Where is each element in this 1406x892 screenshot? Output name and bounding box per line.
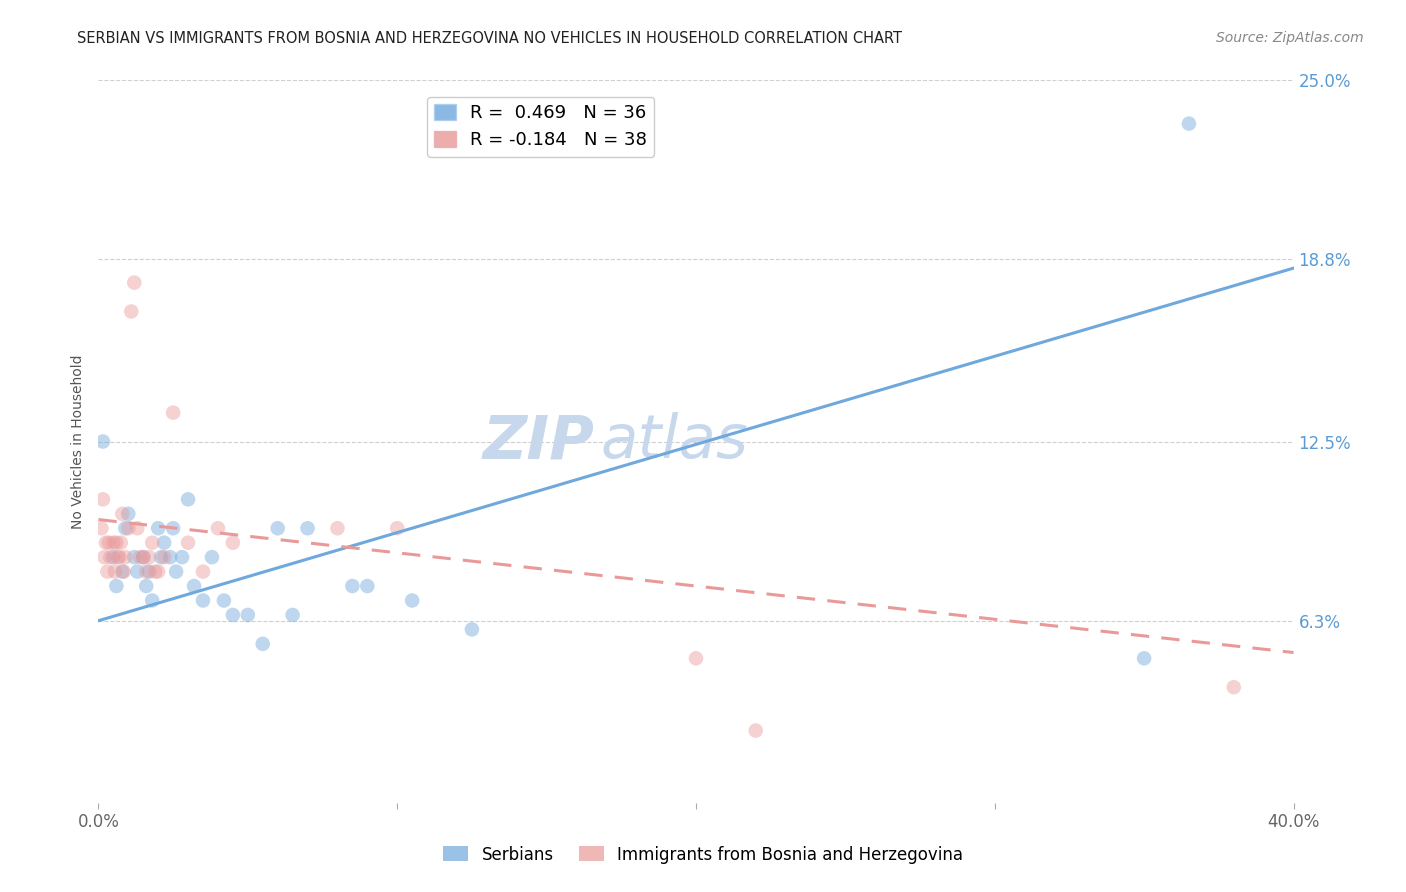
Point (127, 565, 149, 579)
Legend: Serbians, Immigrants from Bosnia and Herzegovina: Serbians, Immigrants from Bosnia and Her… (436, 839, 970, 871)
Text: SERBIAN VS IMMIGRANTS FROM BOSNIA AND HERZEGOVINA NO VEHICLES IN HOUSEHOLD CORRE: SERBIAN VS IMMIGRANTS FROM BOSNIA AND HE… (77, 31, 903, 46)
Point (114, 521, 136, 535)
Point (120, 304, 142, 318)
Point (141, 535, 163, 549)
Point (153, 550, 176, 565)
Point (342, 579, 364, 593)
Point (105, 535, 128, 549)
Point (685, 651, 707, 665)
Point (94, 535, 117, 549)
Point (141, 593, 163, 607)
Text: atlas: atlas (600, 412, 748, 471)
Point (401, 593, 423, 607)
Point (138, 565, 160, 579)
Point (104, 565, 127, 579)
Point (132, 550, 155, 565)
Point (461, 623, 484, 637)
Point (222, 535, 245, 549)
Point (111, 507, 134, 521)
Point (103, 550, 125, 565)
Point (177, 535, 200, 549)
Point (91, 492, 114, 507)
Point (110, 535, 132, 549)
Text: Source: ZipAtlas.com: Source: ZipAtlas.com (1216, 31, 1364, 45)
Point (129, 550, 152, 565)
Point (159, 550, 181, 565)
Point (107, 550, 129, 565)
Point (117, 521, 139, 535)
Point (745, 723, 768, 738)
Point (112, 565, 135, 579)
Point (153, 535, 176, 549)
Point (96, 565, 118, 579)
Point (1133, 651, 1156, 665)
Point (162, 521, 184, 535)
Point (124, 276, 146, 290)
Point (90, 521, 112, 535)
Point (143, 565, 166, 579)
Point (191, 565, 214, 579)
Point (222, 607, 245, 622)
Point (183, 579, 205, 593)
Point (236, 607, 259, 622)
Point (326, 521, 349, 535)
Point (127, 521, 149, 535)
Point (201, 550, 224, 565)
Point (148, 565, 170, 579)
Y-axis label: No Vehicles in Household: No Vehicles in Household (72, 354, 86, 529)
Point (148, 521, 170, 535)
Point (356, 579, 378, 593)
Point (385, 521, 409, 535)
Point (191, 593, 214, 607)
Point (212, 593, 235, 607)
Text: ZIP: ZIP (482, 412, 595, 471)
Point (111, 565, 134, 579)
Point (114, 550, 136, 565)
Point (135, 565, 157, 579)
Point (207, 521, 229, 535)
Point (93, 550, 115, 565)
Point (165, 565, 187, 579)
Point (105, 579, 128, 593)
Point (267, 521, 290, 535)
Point (172, 550, 194, 565)
Legend: R =  0.469   N = 36, R = -0.184   N = 38: R = 0.469 N = 36, R = -0.184 N = 38 (427, 96, 654, 156)
Point (103, 535, 125, 549)
Point (108, 550, 131, 565)
Point (297, 521, 319, 535)
Point (135, 579, 157, 593)
Point (132, 550, 155, 565)
Point (1223, 680, 1246, 694)
Point (124, 550, 146, 565)
Point (97, 535, 120, 549)
Point (177, 492, 200, 507)
Point (91, 434, 114, 449)
Point (117, 507, 139, 521)
Point (281, 607, 304, 622)
Point (150, 550, 173, 565)
Point (1178, 117, 1201, 131)
Point (162, 406, 184, 420)
Point (98, 550, 122, 565)
Point (138, 550, 160, 565)
Point (252, 637, 274, 651)
